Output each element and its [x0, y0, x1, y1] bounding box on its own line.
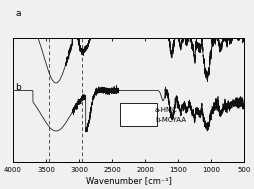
Text: b-MCYAA: b-MCYAA [154, 117, 185, 123]
Text: a-HMC: a-HMC [154, 107, 177, 113]
X-axis label: Wavenumber [cm⁻¹]: Wavenumber [cm⁻¹] [85, 176, 171, 185]
Text: b: b [15, 83, 21, 92]
Text: a: a [15, 9, 21, 18]
Bar [120, 103, 156, 126]
